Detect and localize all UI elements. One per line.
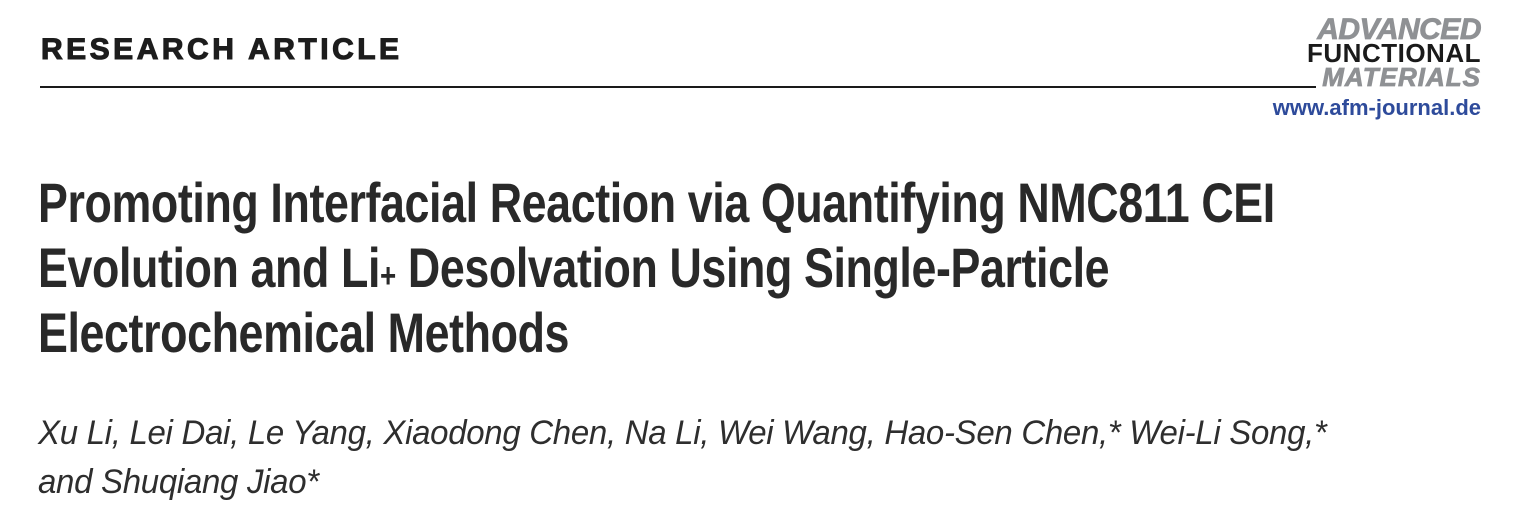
author-list-line-2: and Shuqiang Jiao* <box>38 463 319 501</box>
journal-logo-line-materials: MATERIALS <box>1322 62 1481 92</box>
superscript-plus: + <box>380 257 396 295</box>
journal-logo-line-advanced: ADVANCED <box>1317 13 1482 46</box>
article-title-line-3: Electrochemical Methods <box>38 301 570 364</box>
article-title-line-1: Promoting Interfacial Reaction via Quant… <box>38 171 1275 234</box>
journal-logo: ADVANCED FUNCTIONAL MATERIALS <box>1307 13 1482 92</box>
article-title: Promoting Interfacial Reaction via Quant… <box>38 170 1520 365</box>
author-list: Xu Li, Lei Dai, Le Yang, Xiaodong Chen, … <box>38 409 1366 507</box>
header-divider-rule <box>40 86 1316 88</box>
author-list-line-1: Xu Li, Lei Dai, Le Yang, Xiaodong Chen, … <box>38 414 1327 452</box>
article-title-line-2-pre: Evolution and Li <box>38 236 381 299</box>
article-title-line-2: Evolution and Li+ Desolvation Using Sing… <box>38 235 1275 300</box>
journal-website-link[interactable]: www.afm-journal.de <box>1272 95 1481 120</box>
article-title-line-2-post: Desolvation Using Single-Particle <box>395 236 1110 299</box>
journal-logo-line-functional: FUNCTIONAL <box>1307 38 1481 68</box>
section-kicker: RESEARCH ARTICLE <box>40 32 403 66</box>
